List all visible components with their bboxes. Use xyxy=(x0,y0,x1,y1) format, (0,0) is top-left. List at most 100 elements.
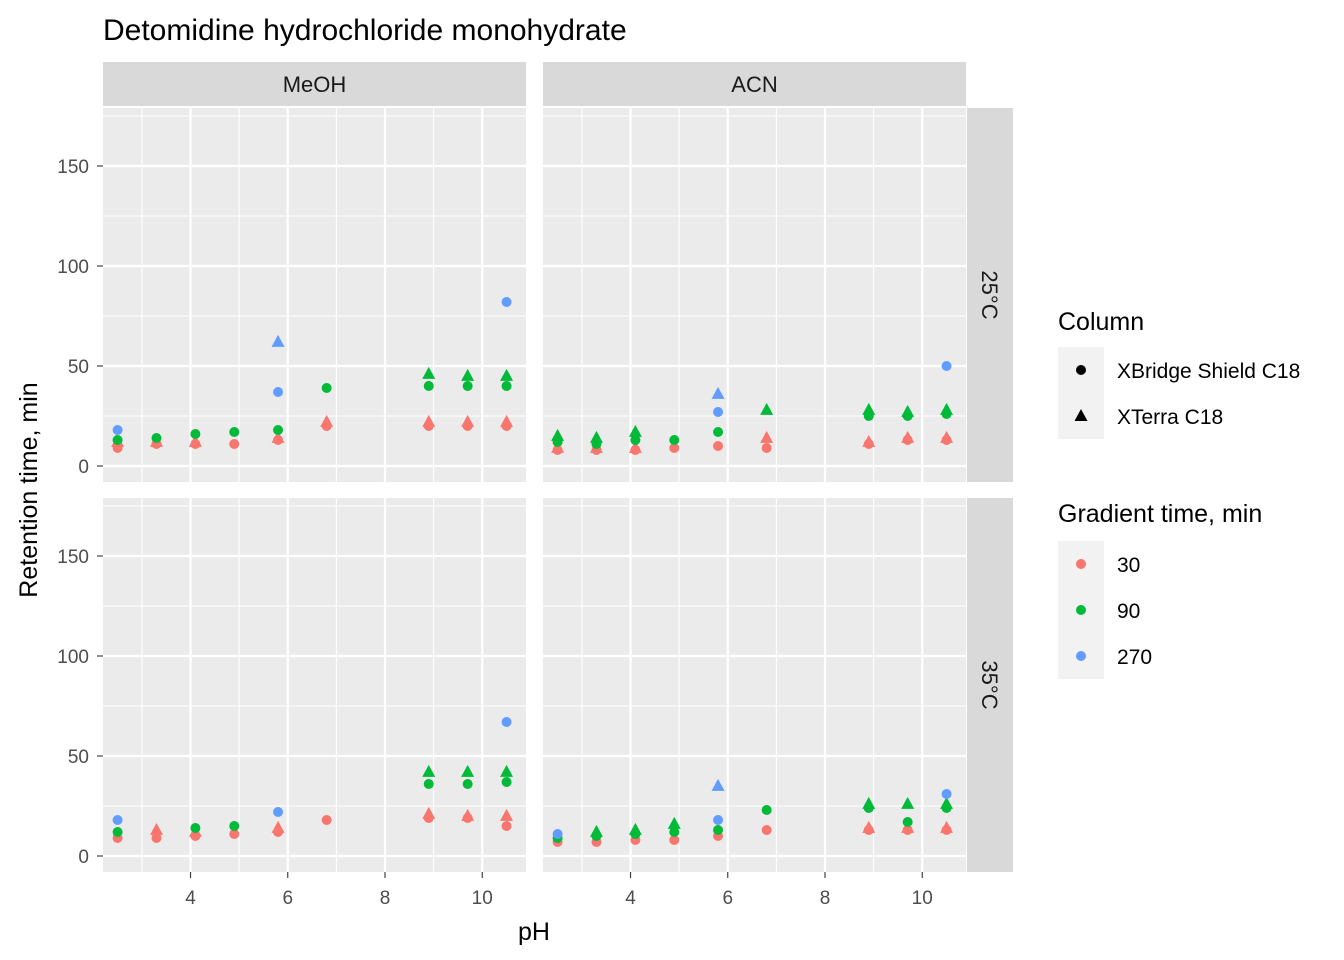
data-point-triangle xyxy=(271,334,285,347)
data-point-triangle xyxy=(271,430,285,443)
panel-background xyxy=(103,108,526,482)
data-point-triangle xyxy=(188,434,202,447)
data-point-circle xyxy=(229,439,240,449)
facet-label-row-1: 25°C xyxy=(977,270,1002,319)
data-point-circle xyxy=(229,427,240,437)
data-point-triangle xyxy=(940,796,954,809)
data-point-circle xyxy=(713,825,724,835)
x-tick-label: 8 xyxy=(820,888,831,909)
y-tick-label: 0 xyxy=(78,847,89,868)
data-point-triangle xyxy=(711,386,725,399)
legend-key-color xyxy=(1076,605,1086,615)
y-tick-label: 100 xyxy=(57,257,89,278)
data-point-circle xyxy=(669,835,680,845)
legend-label: XBridge Shield C18 xyxy=(1117,360,1300,383)
data-point-triangle xyxy=(940,820,954,833)
y-axis-title: Retention time, min xyxy=(15,382,43,597)
data-point-triangle xyxy=(667,816,681,829)
data-point-circle xyxy=(669,443,680,453)
facet-strip-row-2 xyxy=(967,498,1013,872)
data-point-triangle xyxy=(862,820,876,833)
data-point-triangle xyxy=(461,808,475,821)
data-point-triangle xyxy=(628,440,642,453)
data-point-circle xyxy=(552,829,563,839)
legend-label: 90 xyxy=(1117,600,1140,623)
data-point-circle xyxy=(462,779,473,789)
data-point-circle xyxy=(713,407,724,417)
data-point-circle xyxy=(273,807,284,817)
data-point-triangle xyxy=(628,424,642,437)
data-point-circle xyxy=(761,443,772,453)
facet-label-row-2: 35°C xyxy=(977,660,1002,709)
data-point-circle xyxy=(713,441,724,451)
data-point-circle xyxy=(112,815,123,825)
data-point-triangle xyxy=(862,402,876,415)
data-point-circle xyxy=(462,381,473,391)
x-axis-title: pH xyxy=(518,918,550,946)
data-point-triangle xyxy=(940,430,954,443)
legend-key-color xyxy=(1076,559,1086,569)
data-point-circle xyxy=(761,805,772,815)
legend-title-gradient: Gradient time, min xyxy=(1058,500,1262,528)
data-point-circle xyxy=(501,777,512,787)
data-point-triangle xyxy=(589,824,603,837)
legend-label: 30 xyxy=(1117,554,1140,577)
data-point-circle xyxy=(321,383,332,393)
data-point-circle xyxy=(190,429,201,439)
data-point-circle xyxy=(151,433,162,443)
axis-ticks: 0 50 100 150 0 50 100 150 4 6 8 10 4 6 8 10 xyxy=(57,157,933,909)
data-point-triangle xyxy=(862,434,876,447)
data-point-circle xyxy=(501,381,512,391)
panel-meoh-row-2 xyxy=(103,498,526,872)
data-point-circle xyxy=(941,789,952,799)
data-point-triangle xyxy=(862,796,876,809)
x-tick-label: 4 xyxy=(625,888,636,909)
chart-title: Detomidine hydrochloride monohydrate xyxy=(103,14,627,47)
data-point-circle xyxy=(151,833,162,843)
legend-label: XTerra C18 xyxy=(1117,406,1223,429)
legend-key-triangle xyxy=(1074,409,1088,421)
data-point-triangle xyxy=(461,764,475,777)
data-point-triangle xyxy=(500,764,514,777)
panel-background xyxy=(543,108,966,482)
y-tick-label: 150 xyxy=(57,157,89,178)
data-point-triangle xyxy=(940,402,954,415)
data-point-circle xyxy=(229,829,240,839)
data-point-circle xyxy=(761,825,772,835)
facet-strip-acn xyxy=(543,62,966,106)
data-point-circle xyxy=(630,435,641,445)
data-point-triangle xyxy=(422,806,436,819)
data-point-triangle xyxy=(760,402,774,415)
panel-meoh-row-1 xyxy=(103,108,526,482)
facet-label-meoh: MeOH xyxy=(283,72,347,97)
facet-label-acn: ACN xyxy=(731,72,777,97)
data-point-circle xyxy=(902,817,913,827)
x-tick-label: 4 xyxy=(185,888,196,909)
data-point-triangle xyxy=(461,368,475,381)
data-point-triangle xyxy=(422,764,436,777)
data-point-circle xyxy=(501,297,512,307)
y-tick-label: 100 xyxy=(57,647,89,668)
data-point-circle xyxy=(321,815,332,825)
facet-strip-row-1 xyxy=(967,108,1013,482)
y-tick-label: 150 xyxy=(57,547,89,568)
panel-background xyxy=(543,498,966,872)
data-point-triangle xyxy=(901,430,915,443)
data-point-circle xyxy=(112,827,123,837)
panel-background xyxy=(103,498,526,872)
x-tick-label: 6 xyxy=(282,888,293,909)
data-point-triangle xyxy=(500,368,514,381)
data-point-circle xyxy=(713,815,724,825)
data-point-triangle xyxy=(901,404,915,417)
data-point-triangle xyxy=(711,778,725,791)
data-point-circle xyxy=(423,779,434,789)
y-tick-label: 0 xyxy=(78,457,89,478)
data-point-triangle xyxy=(628,822,642,835)
data-point-circle xyxy=(273,425,284,435)
data-point-triangle xyxy=(901,796,915,809)
panel-acn-row-2 xyxy=(543,498,966,872)
legend-key-circle xyxy=(1076,365,1086,375)
data-point-triangle xyxy=(500,808,514,821)
data-point-circle xyxy=(501,821,512,831)
